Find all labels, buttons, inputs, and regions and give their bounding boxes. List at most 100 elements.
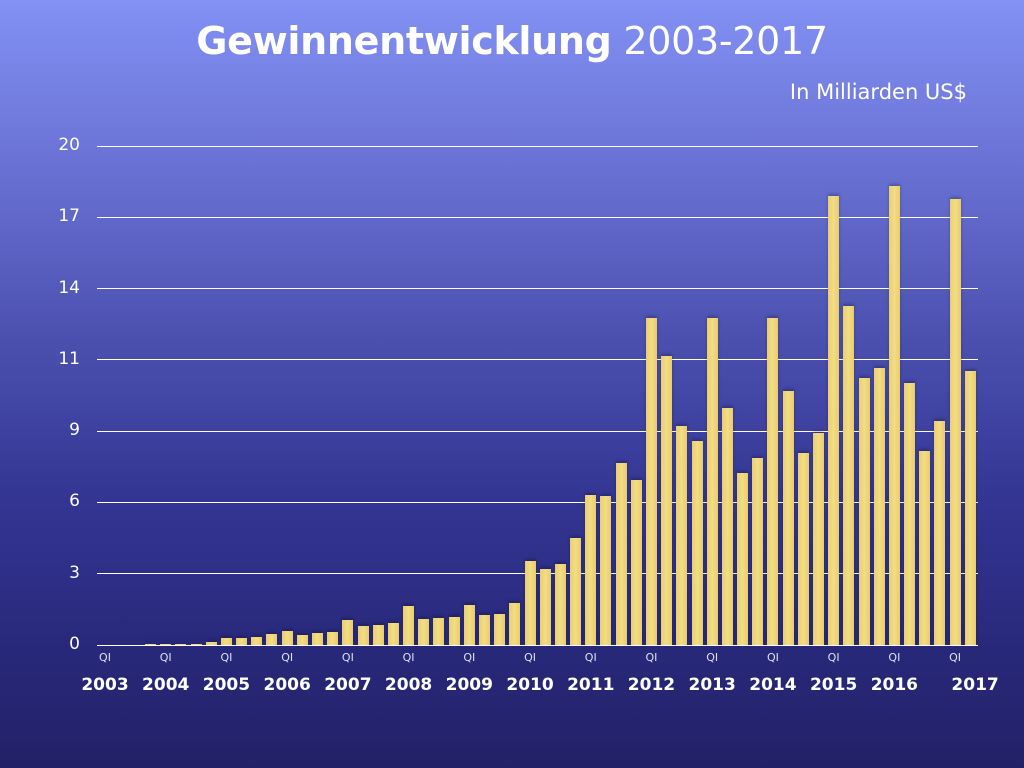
- bar: [236, 638, 248, 645]
- bar: [737, 473, 749, 645]
- gridline: [97, 573, 978, 575]
- bar: [676, 426, 688, 645]
- x-year-label: 2004: [142, 675, 190, 695]
- bar: [630, 480, 642, 645]
- bar: [828, 196, 840, 645]
- x-quarter-tick-label: QI: [159, 651, 172, 664]
- y-tick-label: 14: [58, 277, 80, 298]
- bar: [418, 619, 430, 645]
- gridline: [97, 644, 978, 646]
- bar: [812, 433, 824, 645]
- bar: [312, 633, 324, 645]
- bar: [706, 318, 718, 645]
- bar: [509, 603, 521, 645]
- bar: [797, 453, 809, 645]
- bar: [919, 451, 931, 645]
- x-year-label: 2005: [202, 675, 251, 695]
- bar: [949, 199, 961, 645]
- bar: [281, 631, 293, 645]
- bar: [888, 186, 900, 645]
- bar: [205, 642, 217, 645]
- bar: [934, 421, 946, 645]
- chart-title-years: 2003-2017: [623, 19, 828, 63]
- x-year-label: 2017: [951, 675, 999, 695]
- x-year-label: 2013: [688, 675, 736, 695]
- bar: [387, 623, 399, 645]
- x-quarter-tick-label: QI: [949, 651, 962, 664]
- bar: [904, 383, 916, 645]
- y-tick-label: 9: [69, 420, 80, 441]
- x-year-label: 2003: [81, 675, 129, 695]
- bar: [327, 632, 339, 645]
- bar: [645, 318, 657, 645]
- x-year-label: 2008: [384, 675, 433, 695]
- gridline: [97, 501, 978, 503]
- bar: [843, 306, 855, 645]
- y-tick-label: 6: [69, 491, 80, 512]
- bar: [357, 626, 369, 645]
- bar: [721, 408, 733, 645]
- bar: [570, 538, 582, 645]
- y-tick-label: 0: [69, 634, 80, 654]
- x-year-label: 2006: [263, 675, 311, 695]
- bar: [296, 635, 308, 645]
- bar: [251, 637, 263, 645]
- x-quarter-tick-label: QI: [827, 651, 840, 664]
- bar: [448, 617, 460, 645]
- x-quarter-tick-label: QI: [99, 651, 111, 664]
- bar: [220, 638, 232, 645]
- bar: [479, 615, 490, 645]
- x-quarter-tick-label: QI: [645, 651, 658, 664]
- gridline: [97, 430, 978, 432]
- bar: [145, 644, 157, 645]
- x-year-label: 2015: [809, 675, 858, 695]
- bar: [554, 564, 566, 645]
- gridline: [97, 216, 978, 218]
- gridline: [97, 145, 978, 147]
- x-year-label: 2012: [627, 675, 676, 695]
- chart-title: Gewinnentwicklung 2003-2017: [0, 18, 1024, 64]
- x-quarter-tick-label: QI: [463, 651, 476, 664]
- bar: [615, 463, 627, 645]
- bar: [175, 644, 187, 645]
- bar: [600, 496, 612, 645]
- bar: [403, 606, 415, 645]
- gridline: [97, 359, 978, 361]
- chart-subtitle-unit: In Milliarden US$: [789, 80, 967, 104]
- x-quarter-tick-label: QI: [524, 651, 536, 664]
- bar: [782, 391, 794, 645]
- bar: [342, 620, 354, 645]
- bar: [964, 371, 976, 645]
- chart-title-bold: Gewinnentwicklung: [196, 19, 612, 63]
- bar: [873, 368, 885, 645]
- x-quarter-tick-label: QI: [281, 651, 294, 664]
- plot-area: [97, 145, 978, 646]
- bar: [539, 569, 551, 645]
- y-tick-label: 11: [58, 348, 80, 369]
- y-tick-label: 3: [69, 562, 80, 583]
- x-year-label: 2016: [870, 675, 919, 695]
- x-year-label: 2009: [445, 675, 493, 695]
- x-quarter-tick-label: QI: [584, 651, 597, 664]
- y-tick-label: 17: [58, 206, 80, 227]
- bar: [524, 561, 536, 645]
- x-year-label: 2007: [324, 675, 372, 695]
- bar: [858, 378, 870, 645]
- bar: [494, 614, 506, 645]
- x-year-label: 2011: [567, 675, 615, 695]
- gridline: [97, 288, 978, 290]
- bar: [585, 495, 597, 645]
- x-quarter-tick-label: QI: [220, 651, 233, 664]
- bar: [266, 634, 278, 645]
- bar: [463, 605, 475, 645]
- x-quarter-tick-label: QI: [706, 651, 719, 664]
- x-quarter-tick-label: QI: [341, 651, 354, 664]
- bar: [767, 318, 779, 645]
- x-quarter-tick-label: QI: [888, 651, 901, 664]
- bar: [372, 625, 384, 645]
- bar: [160, 644, 172, 645]
- bar: [691, 441, 703, 645]
- x-year-label: 2014: [749, 675, 797, 695]
- bar: [661, 356, 673, 645]
- x-quarter-tick-label: QI: [766, 651, 779, 664]
